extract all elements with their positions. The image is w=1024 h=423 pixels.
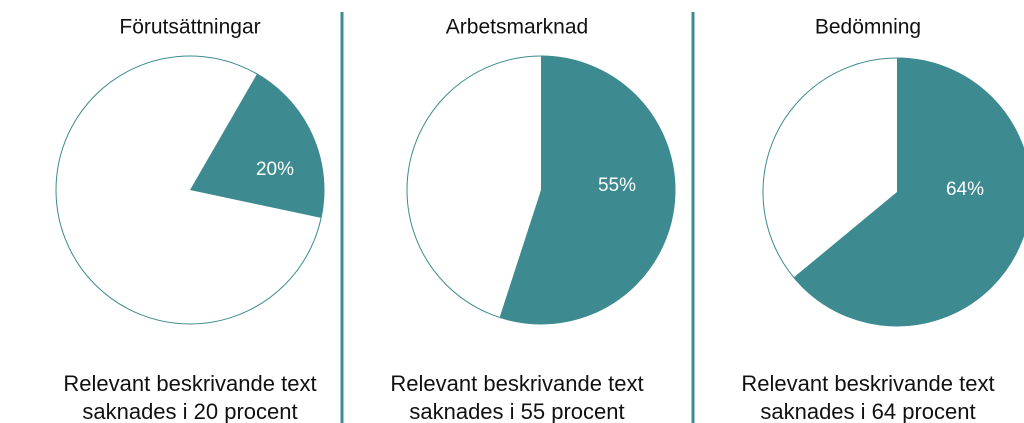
caption: Relevant beskrivande text xyxy=(63,371,316,396)
chart-title: Arbetsmarknad xyxy=(446,16,588,39)
caption: saknades i 20 procent xyxy=(82,399,297,423)
caption: Relevant beskrivande text xyxy=(390,371,643,396)
value-label: 20% xyxy=(256,159,294,180)
value-label: 55% xyxy=(598,175,636,196)
pie-slice xyxy=(793,58,1024,326)
chart-title: Bedömning xyxy=(815,16,921,39)
pie-slice xyxy=(499,56,676,325)
pie-slice xyxy=(190,73,324,218)
caption: saknades i 55 procent xyxy=(409,399,624,423)
value-label: 64% xyxy=(946,179,984,200)
chart-title: Förutsättningar xyxy=(119,16,260,39)
caption: saknades i 64 procent xyxy=(760,399,975,423)
caption: Relevant beskrivande text xyxy=(741,371,994,396)
